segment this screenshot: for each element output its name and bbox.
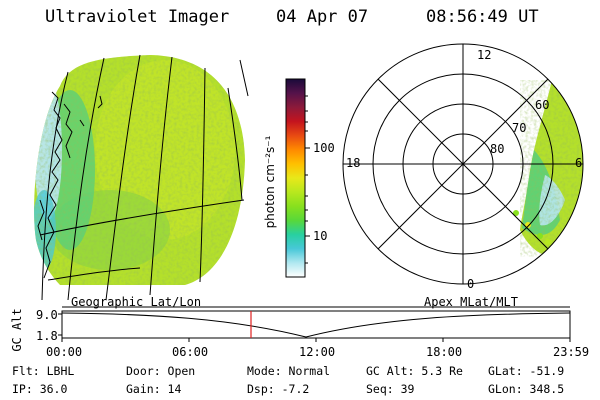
dsp-field: Dsp: -7.2 bbox=[247, 382, 310, 396]
alt-tick-1-8: 1.8 bbox=[36, 329, 58, 343]
geo-panel-label: Geographic Lat/Lon bbox=[71, 295, 202, 309]
x-tick-1800: 18:00 bbox=[426, 345, 463, 359]
colorbar-minor-ticks bbox=[305, 95, 308, 264]
gain-field: Gain: 14 bbox=[126, 382, 182, 396]
door-field: Door: Open bbox=[126, 364, 196, 378]
ip-field: IP: 36.0 bbox=[12, 382, 68, 396]
mode-field: Mode: Normal bbox=[247, 364, 331, 378]
geographic-image bbox=[34, 54, 249, 301]
alt-tick-9: 9.0 bbox=[36, 308, 58, 322]
altitude-x-ticks bbox=[58, 313, 571, 342]
x-tick-1200: 12:00 bbox=[299, 345, 336, 359]
mlt-label-6: 6 bbox=[575, 156, 583, 170]
polar-panel-label: Apex MLat/MLT bbox=[424, 295, 518, 309]
seq-field: Seq: 39 bbox=[366, 382, 415, 396]
geo-grid-lines bbox=[39, 54, 249, 301]
altitude-plot bbox=[58, 306, 571, 342]
date-label: 04 Apr 07 bbox=[276, 7, 369, 27]
mlt-label-18: 18 bbox=[346, 156, 361, 170]
x-tick-0000: 00:00 bbox=[46, 345, 83, 359]
gc-alt-field: GC Alt: 5.3 Re bbox=[366, 364, 463, 378]
lat-label-80: 80 bbox=[490, 142, 505, 156]
glat-field: GLat: -51.9 bbox=[488, 364, 565, 378]
lat-label-60: 60 bbox=[535, 98, 550, 112]
mlt-label-12: 12 bbox=[477, 48, 492, 62]
lat-label-70: 70 bbox=[512, 121, 527, 135]
filter-field: Flt: LBHL bbox=[12, 364, 75, 378]
polar-plot bbox=[342, 43, 584, 285]
coastline bbox=[37, 91, 103, 279]
alt-axis-label: GC Alt bbox=[10, 308, 24, 352]
glon-field: GLon: 348.5 bbox=[488, 382, 565, 396]
x-tick-2359: 23:59 bbox=[553, 345, 590, 359]
mlt-label-0: 0 bbox=[467, 277, 475, 291]
x-tick-0600: 06:00 bbox=[172, 345, 209, 359]
colorbar-label-100: 100 bbox=[313, 141, 335, 155]
altitude-curve bbox=[61, 312, 571, 338]
instrument-title: Ultraviolet Imager bbox=[45, 7, 230, 27]
time-label: 08:56:49 UT bbox=[426, 7, 539, 27]
colorbar-label-10: 10 bbox=[313, 229, 328, 243]
colorbar bbox=[285, 78, 310, 278]
colorbar-unit-label: photon cm⁻²s⁻¹ bbox=[263, 135, 277, 229]
